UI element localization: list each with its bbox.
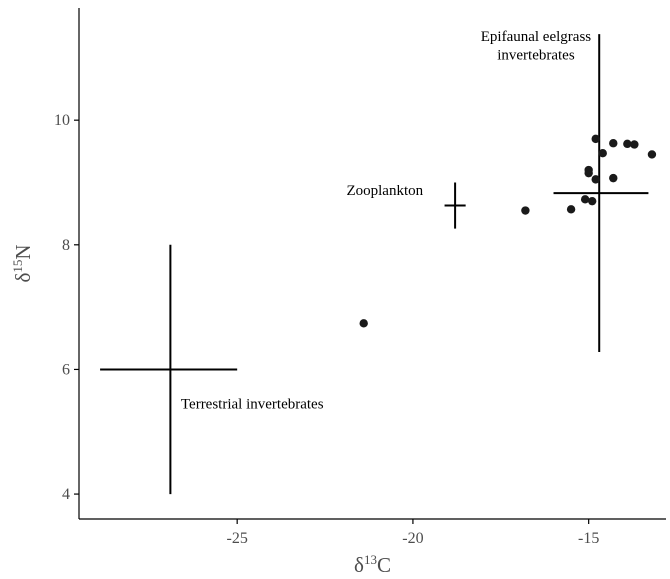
data-points: [359, 134, 657, 328]
data-point: [630, 140, 639, 149]
data-point: [647, 150, 657, 159]
data-point: [598, 148, 607, 158]
annotations: Terrestrial invertebrates Zooplankton Epif…: [181, 29, 591, 413]
data-point: [623, 139, 632, 149]
x-axis-title-suffix: C: [377, 553, 391, 577]
annotation-label: invertebrates: [497, 48, 575, 64]
x-tick-label: -25: [227, 530, 248, 547]
data-point: [591, 134, 600, 144]
data-point: [587, 196, 597, 206]
y-axis-title-sup: 15: [10, 260, 25, 273]
y-tick-label: 4: [62, 486, 70, 503]
axes: [78, 8, 666, 520]
annotation-label: Zooplankton: [346, 183, 423, 199]
x-axis-title-sup: 13: [364, 552, 377, 567]
data-point: [580, 195, 590, 204]
annotation-label: Epifaunal eelgrass: [481, 29, 592, 45]
data-point: [609, 173, 618, 183]
x-axis-title: δ13C: [354, 552, 391, 577]
annotation-label: Terrestrial invertebrates: [181, 397, 324, 413]
error-crosses: [100, 34, 649, 495]
axis-ticks: -25 -20 -15 4 6 8 10: [54, 112, 599, 547]
y-axis-title: δ15N: [10, 244, 35, 282]
y-tick-label: 6: [62, 361, 70, 378]
y-tick-label: 10: [54, 112, 70, 129]
data-point: [359, 319, 368, 328]
data-point: [609, 139, 618, 148]
y-axis-title-prefix: δ: [11, 273, 35, 283]
x-tick-label: -20: [402, 530, 423, 547]
x-tick-label: -15: [578, 530, 599, 547]
y-axis-title-suffix: N: [11, 244, 35, 259]
data-point: [521, 206, 530, 215]
data-point: [584, 165, 593, 175]
x-axis-title-prefix: δ: [354, 553, 364, 577]
data-point: [566, 205, 576, 214]
y-tick-label: 8: [62, 237, 70, 254]
data-point: [591, 175, 600, 184]
